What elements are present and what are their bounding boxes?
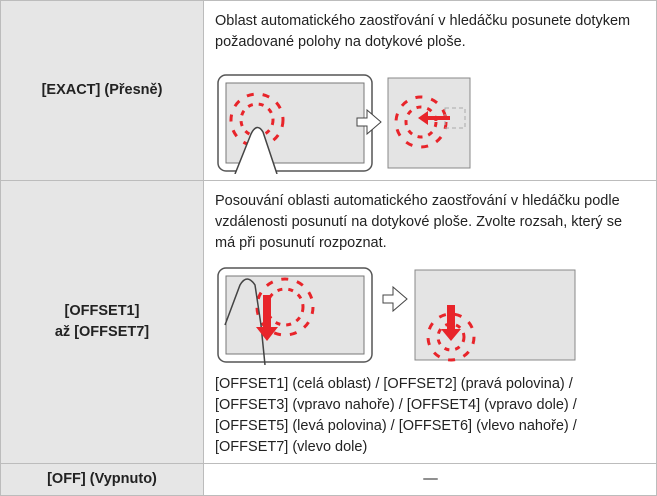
- row-label: [OFF] (Vypnuto): [0, 463, 204, 496]
- description: —: [423, 471, 438, 487]
- row-label: [EXACT] (Přesně): [0, 0, 204, 181]
- illustration-offset: [217, 267, 576, 365]
- label-line: [OFF] (Vypnuto): [47, 471, 157, 487]
- label-line: až [OFFSET7]: [54, 324, 150, 340]
- label-line: [OFFSET1]: [64, 303, 140, 319]
- description: Posouvání oblasti automatického zaostřov…: [215, 193, 623, 251]
- row-description: —: [203, 463, 657, 496]
- row-label: [OFFSET1] až [OFFSET7]: [0, 180, 204, 464]
- options: [OFFSET1] (celá oblast) / [OFFSET2] (pra…: [215, 376, 577, 455]
- illustration-exact: [217, 74, 471, 174]
- description: Oblast automatického zaostřování v hledá…: [215, 13, 631, 50]
- label-line: [EXACT] (Přesně): [41, 82, 163, 98]
